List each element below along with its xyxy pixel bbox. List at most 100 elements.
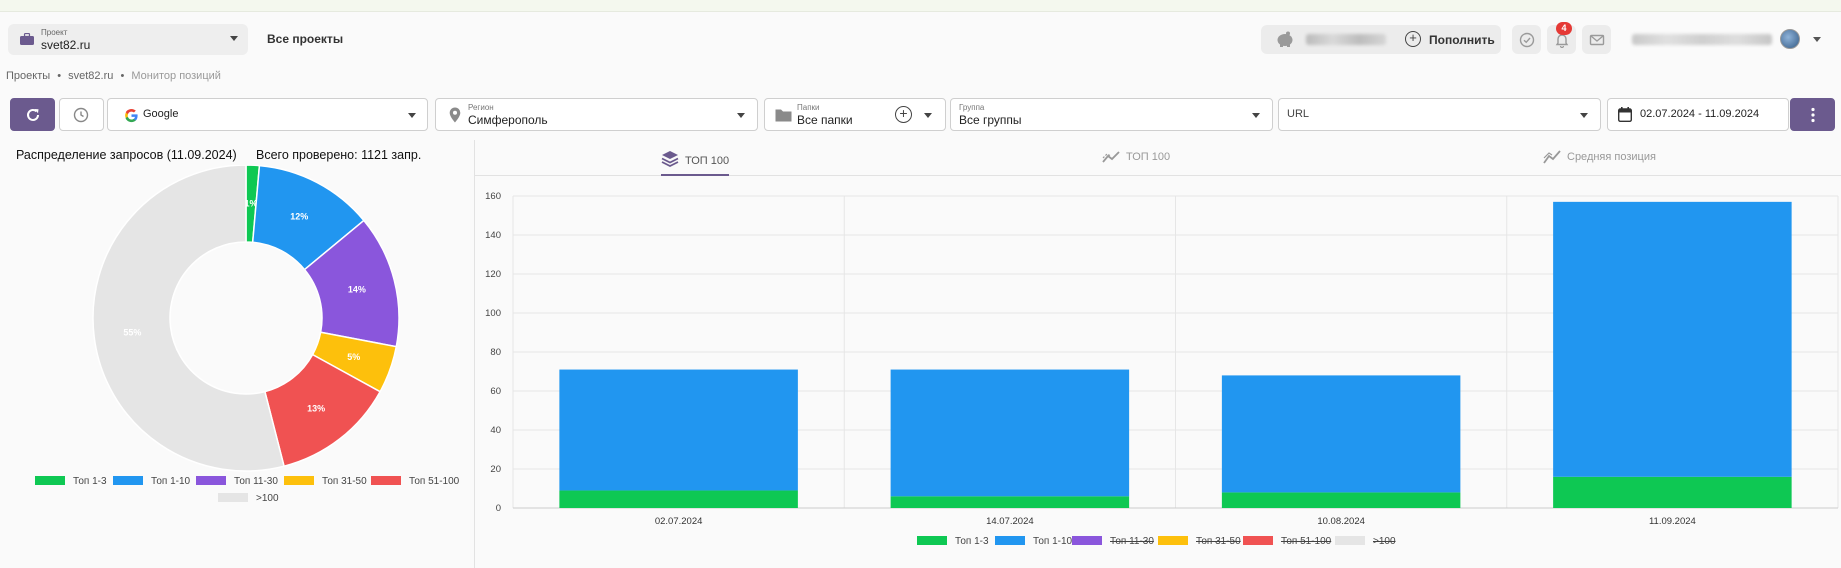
slice-label: 12% [290,212,308,222]
bar-segment[interactable] [1221,492,1461,508]
legend-item[interactable]: Топ 11-30 [1072,536,1154,547]
y-tick-label: 0 [496,503,501,514]
tab-label: ТОП 100 [685,155,730,167]
chevron-down-icon [230,36,238,41]
total-checked: Всего проверено: 1121 запр. [256,148,422,162]
x-tick-label: 11.09.2024 [1649,516,1696,527]
add-folder-icon[interactable]: + [895,106,912,123]
bar-segment[interactable] [559,369,798,491]
legend-swatch [1335,536,1365,545]
breadcrumb-separator: • [120,70,125,82]
tasks-button[interactable] [1512,25,1541,54]
bar-segment[interactable] [559,490,798,508]
breadcrumb-project[interactable]: svet82.ru [68,70,114,82]
all-projects-link[interactable]: Все проекты [267,32,344,46]
url-placeholder: URL [1287,108,1310,120]
project-label: Проект [41,28,68,37]
folders-select[interactable]: Папки Все папки + [764,98,946,131]
chart-tabs: ТОП 100 ТОП 100 Средняя позиция [475,140,1841,176]
bar-segment[interactable] [1553,476,1792,508]
y-tick-label: 140 [485,230,501,241]
top-up-button[interactable]: Пополнить [1429,33,1495,47]
messages-button[interactable] [1582,25,1611,54]
bar-legend: Топ 1-3 Топ 1-10 Топ 11-30 Топ 31-50 Топ… [917,536,1437,552]
date-range-picker[interactable]: 02.07.2024 - 11.09.2024 [1607,98,1789,131]
legend-swatch [284,476,314,485]
more-options-button[interactable] [1790,98,1835,131]
distribution-title: Распределение запросов (11.09.2024) [16,148,237,162]
bar-segment[interactable] [1221,375,1461,493]
legend-label: Топ 51-100 [409,476,460,487]
tab-top100-line[interactable]: ТОП 100 [1102,150,1170,164]
legend-item[interactable]: Топ 1-3 [35,476,107,487]
legend-item[interactable]: Топ 11-30 [196,476,278,487]
project-value: svet82.ru [41,38,91,52]
legend-swatch [218,493,248,502]
region-label: Регион [468,103,494,112]
chevron-down-icon [1252,113,1260,118]
chevron-down-icon[interactable] [1813,37,1821,42]
balance-widget: + Пополнить [1261,25,1501,54]
url-select[interactable]: URL [1278,98,1601,131]
legend-label: Топ 1-10 [1033,536,1073,547]
group-select[interactable]: Группа Все группы [950,98,1273,131]
notifications-badge: 4 [1556,22,1572,35]
chevron-down-icon [924,113,932,118]
balance-amount [1306,34,1386,45]
distribution-panel: Распределение запросов (11.09.2024) Всег… [0,140,473,568]
legend-swatch [1072,536,1102,545]
project-selector[interactable]: Проект svet82.ru [8,24,248,55]
legend-label: Топ 1-3 [955,536,989,547]
legend-item[interactable]: Топ 31-50 [1158,536,1241,547]
breadcrumb-current: Монитор позиций [131,70,221,82]
donut-legend: Топ 1-3 Топ 1-10 Топ 11-30 Топ 31-50 Топ… [35,476,475,516]
legend-item[interactable]: >100 [1335,536,1396,547]
trend-icon [1543,150,1561,164]
google-icon [125,108,138,123]
active-tab-indicator [661,174,729,176]
bar-segment[interactable] [890,496,1130,508]
group-value: Все группы [959,113,1022,127]
legend-label: Топ 1-3 [73,476,107,487]
bar-segment[interactable] [890,369,1130,497]
region-select[interactable]: Регион Симферополь [435,98,758,131]
stacked-bar-chart: 0 20 40 60 80 100 120 140 160 02.07.2024 14.07.202… [485,191,1839,527]
avatar[interactable] [1780,29,1800,49]
slice-label: 14% [348,285,366,295]
y-tick-label: 80 [490,347,501,358]
legend-item[interactable]: >100 [218,493,279,504]
bar-segment[interactable] [1553,201,1792,477]
folder-icon [775,109,792,122]
calendar-icon [1618,107,1632,122]
search-engine-select[interactable]: Google [107,98,428,131]
legend-item[interactable]: Топ 1-10 [113,476,190,487]
slice-label: 1% [245,199,258,209]
legend-swatch [917,536,947,545]
donut-slice[interactable] [92,165,285,472]
legend-label: Топ 11-30 [1110,536,1154,547]
user-email [1632,34,1772,45]
refresh-button[interactable] [10,98,55,131]
tab-average-position[interactable]: Средняя позиция [1543,150,1656,164]
legend-item[interactable]: Топ 31-50 [284,476,367,487]
legend-swatch [113,476,143,485]
y-tick-label: 100 [485,308,501,319]
clock-icon [73,107,89,123]
y-tick-label: 20 [490,464,501,475]
legend-label: Топ 31-50 [1196,536,1241,547]
region-value: Симферополь [468,113,548,127]
layers-icon [661,151,679,168]
briefcase-icon [20,33,34,45]
legend-item[interactable]: Топ 1-10 [995,536,1072,547]
tab-top100-stacked[interactable]: ТОП 100 [661,150,729,168]
legend-swatch [1158,536,1188,545]
history-button[interactable] [59,98,104,131]
breadcrumb: Проекты • svet82.ru • Монитор позиций [6,70,225,82]
x-tick-label: 14.07.2024 [986,516,1034,527]
header: Проект svet82.ru Все проекты + Пополнить… [0,12,1841,66]
plus-circle-icon[interactable]: + [1405,31,1421,47]
breadcrumb-projects[interactable]: Проекты [6,70,51,82]
legend-item[interactable]: Топ 51-100 [371,476,459,487]
legend-item[interactable]: Топ 1-3 [917,536,989,547]
legend-item[interactable]: Топ 51-100 [1243,536,1331,547]
